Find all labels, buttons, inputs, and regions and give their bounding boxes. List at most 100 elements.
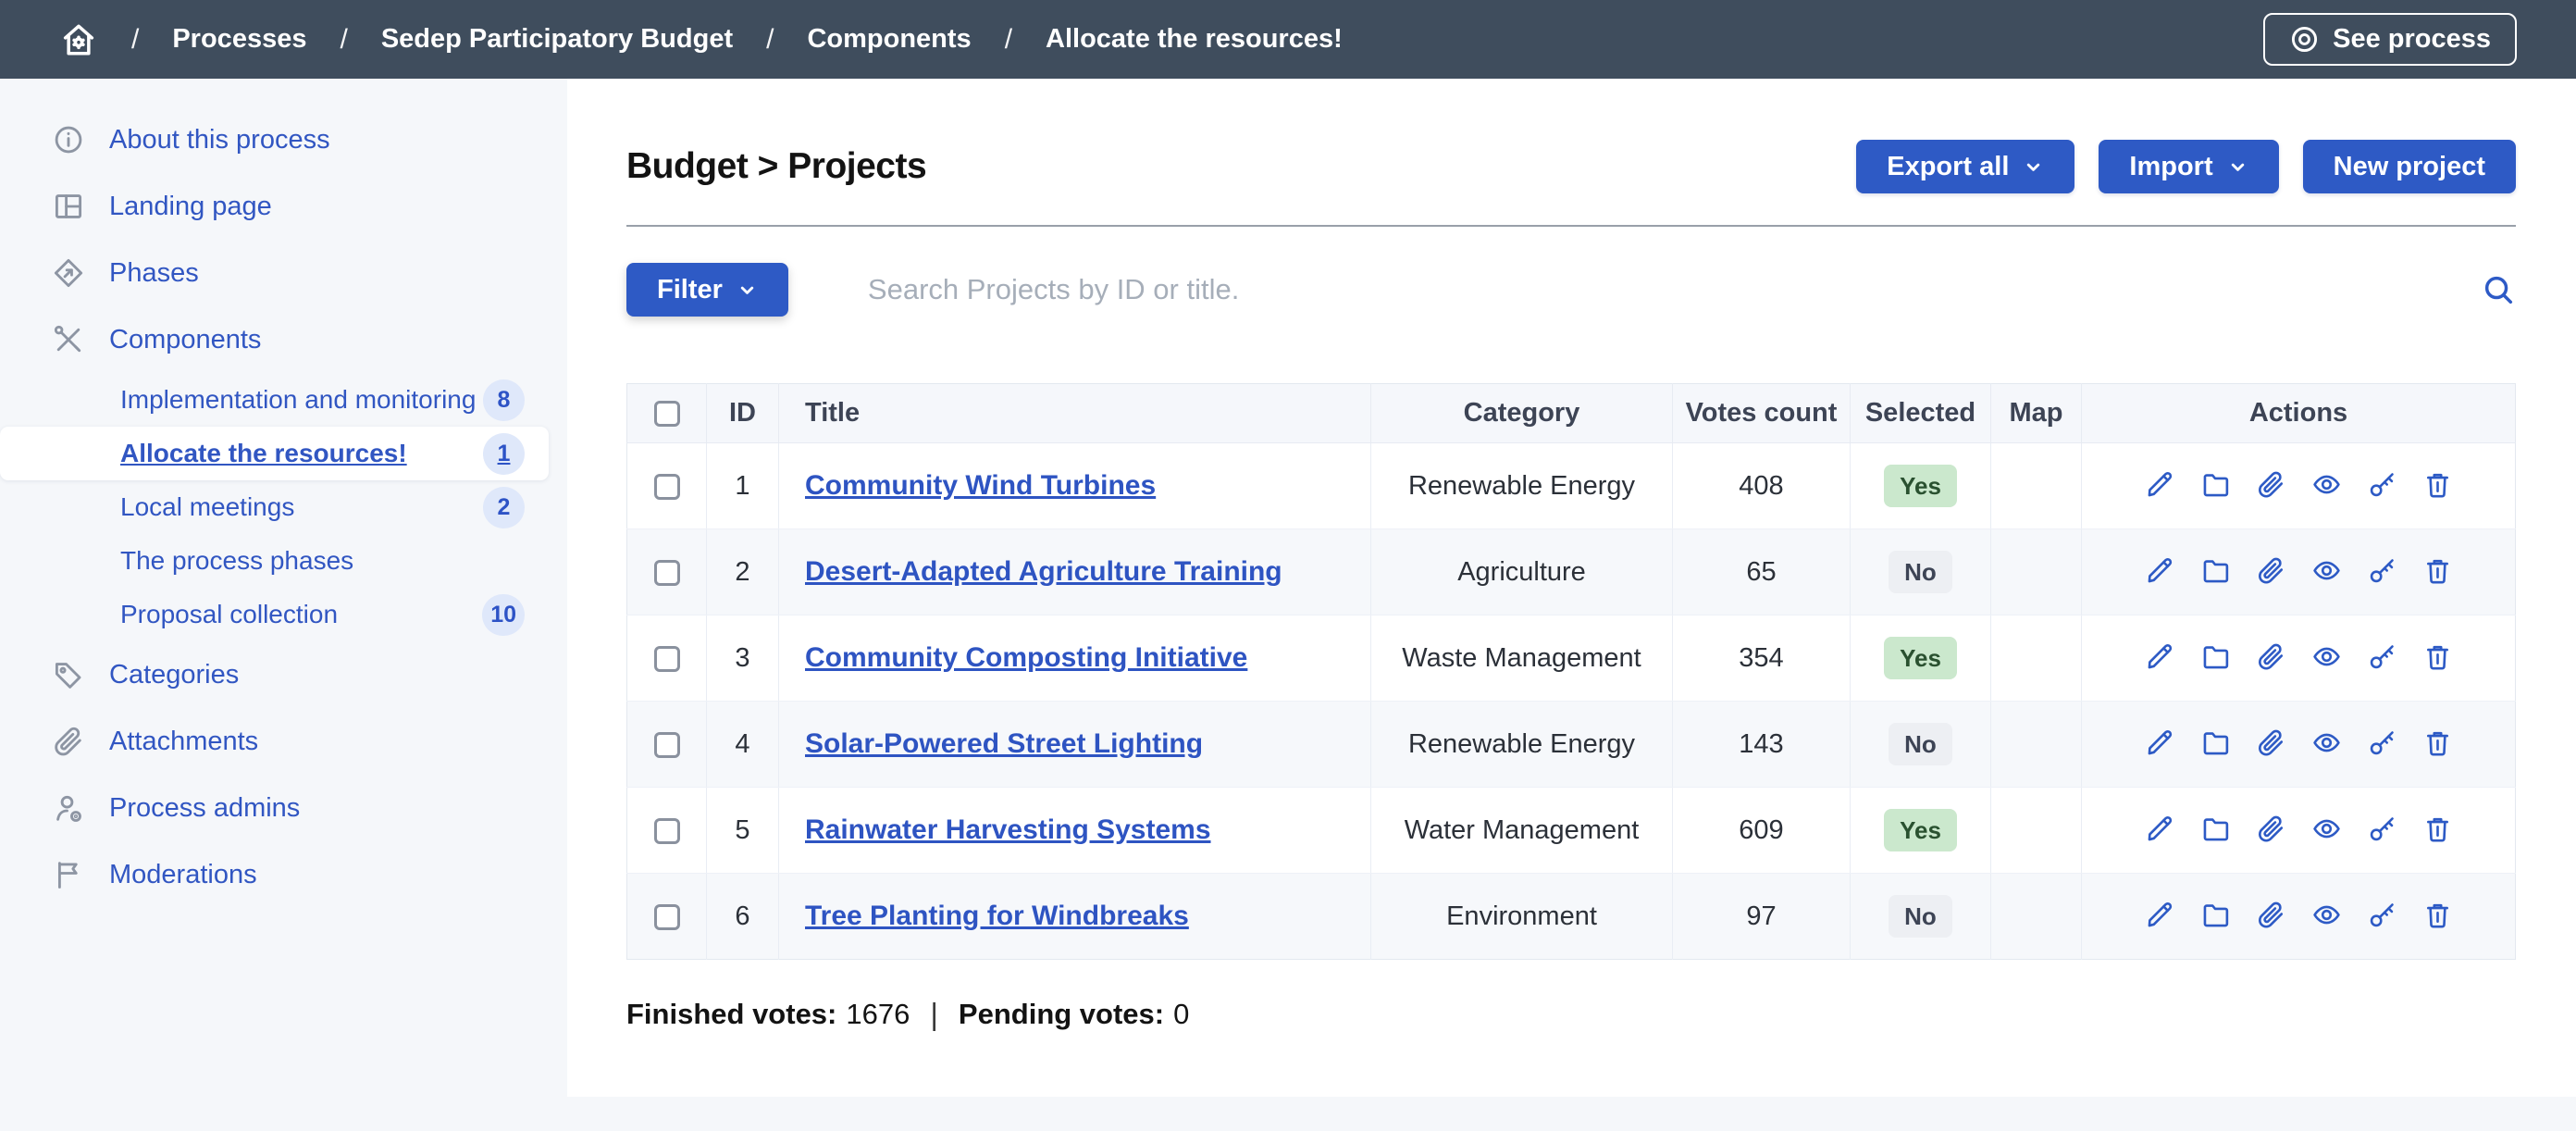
edit-button[interactable]: [2145, 900, 2175, 933]
key-icon: [2367, 469, 2397, 503]
permissions-button[interactable]: [2367, 469, 2397, 503]
breadcrumb-separator: /: [131, 23, 140, 55]
pencil-icon: [2145, 814, 2175, 847]
sidebar-item-label: Components: [109, 324, 262, 354]
manage-records-button[interactable]: [2200, 814, 2231, 847]
filter-row: Filter: [626, 263, 2516, 317]
sidebar-subitem-local-meetings[interactable]: Local meetings 2: [0, 480, 549, 534]
breadcrumb: / Processes / Sedep Participatory Budget / Co…: [59, 20, 1343, 59]
pencil-icon: [2145, 469, 2175, 503]
delete-button[interactable]: [2422, 900, 2453, 933]
folder-icon: [2200, 555, 2231, 589]
sidebar-subitem-label: Implementation and monitoring: [120, 385, 477, 414]
row-votes-count: 354: [1672, 615, 1851, 702]
preview-button[interactable]: [2311, 641, 2342, 675]
edit-button[interactable]: [2145, 641, 2175, 675]
row-title-cell: Rainwater Harvesting Systems: [778, 787, 1371, 874]
preview-button[interactable]: [2311, 727, 2342, 761]
sidebar-item-about-this-process[interactable]: About this process: [0, 106, 567, 173]
row-category: Renewable Energy: [1370, 442, 1673, 529]
preview-button[interactable]: [2311, 469, 2342, 503]
sidebar-item-label: Process admins: [109, 792, 301, 823]
home-icon[interactable]: [59, 20, 98, 59]
filter-button[interactable]: Filter: [626, 263, 788, 317]
see-process-button[interactable]: See process: [2263, 13, 2517, 66]
preview-button[interactable]: [2311, 555, 2342, 589]
attachments-button[interactable]: [2256, 641, 2286, 675]
folder-icon: [2200, 641, 2231, 675]
delete-button[interactable]: [2422, 641, 2453, 675]
delete-button[interactable]: [2422, 814, 2453, 847]
delete-button[interactable]: [2422, 469, 2453, 503]
row-checkbox[interactable]: [653, 559, 680, 586]
permissions-button[interactable]: [2367, 814, 2397, 847]
attachments-button[interactable]: [2256, 555, 2286, 589]
breadcrumb-item-components[interactable]: Components: [807, 24, 972, 54]
project-title-link[interactable]: Solar-Powered Street Lighting: [805, 728, 1204, 759]
sidebar-subitem-implementation-and-monitoring[interactable]: Implementation and monitoring 8: [0, 373, 549, 427]
export-all-button[interactable]: Export all: [1856, 140, 2075, 193]
new-project-button[interactable]: New project: [2302, 140, 2516, 193]
manage-records-button[interactable]: [2200, 727, 2231, 761]
manage-records-button[interactable]: [2200, 641, 2231, 675]
sidebar-item-moderations[interactable]: Moderations: [0, 841, 567, 908]
sidebar-item-phases[interactable]: Phases: [0, 240, 567, 306]
project-title-link[interactable]: Tree Planting for Windbreaks: [805, 901, 1189, 931]
search-icon[interactable]: [2481, 272, 2516, 307]
chevron-down-icon: [2227, 156, 2248, 178]
manage-records-button[interactable]: [2200, 469, 2231, 503]
row-votes-count: 609: [1672, 787, 1851, 874]
search-input[interactable]: [865, 272, 2481, 307]
project-title-link[interactable]: Desert-Adapted Agriculture Training: [805, 556, 1282, 587]
delete-button[interactable]: [2422, 555, 2453, 589]
select-all-checkbox[interactable]: [653, 401, 680, 428]
row-checkbox[interactable]: [653, 473, 680, 500]
manage-records-button[interactable]: [2200, 555, 2231, 589]
edit-button[interactable]: [2145, 469, 2175, 503]
sidebar-item-components[interactable]: Components: [0, 306, 567, 373]
permissions-button[interactable]: [2367, 900, 2397, 933]
edit-button[interactable]: [2145, 555, 2175, 589]
sidebar-subitem-proposal-collection[interactable]: Proposal collection 10: [0, 588, 549, 641]
breadcrumb-item-sedep-participatory-budget[interactable]: Sedep Participatory Budget: [380, 24, 734, 54]
row-actions-cell: [2081, 787, 2516, 874]
row-checkbox[interactable]: [653, 645, 680, 672]
breadcrumb-item-allocate-the-resources[interactable]: Allocate the resources!: [1046, 24, 1343, 54]
attachments-button[interactable]: [2256, 727, 2286, 761]
row-actions: [2083, 641, 2514, 675]
key-icon: [2367, 814, 2397, 847]
header-buttons: Export all Import New project: [1856, 140, 2516, 193]
project-title-link[interactable]: Rainwater Harvesting Systems: [805, 814, 1211, 845]
preview-button[interactable]: [2311, 814, 2342, 847]
sidebar-item-categories[interactable]: Categories: [0, 641, 567, 708]
edit-button[interactable]: [2145, 727, 2175, 761]
table-row: 2 Desert-Adapted Agriculture Training Agri…: [626, 528, 2516, 615]
row-checkbox[interactable]: [653, 731, 680, 758]
import-button[interactable]: Import: [2099, 140, 2279, 193]
project-title-link[interactable]: Community Wind Turbines: [805, 470, 1157, 501]
row-checkbox[interactable]: [653, 903, 680, 930]
manage-records-button[interactable]: [2200, 900, 2231, 933]
permissions-button[interactable]: [2367, 641, 2397, 675]
key-icon: [2367, 900, 2397, 933]
delete-button[interactable]: [2422, 727, 2453, 761]
preview-button[interactable]: [2311, 900, 2342, 933]
breadcrumb-item-processes[interactable]: Processes: [172, 24, 307, 54]
sidebar-item-process-admins[interactable]: Process admins: [0, 775, 567, 841]
votes-summary: Finished votes: 1676 | Pending votes: 0: [626, 997, 2516, 1032]
sidebar-item-attachments[interactable]: Attachments: [0, 708, 567, 775]
edit-button[interactable]: [2145, 814, 2175, 847]
attachments-button[interactable]: [2256, 900, 2286, 933]
sidebar-item-label: About this process: [109, 124, 330, 155]
sidebar-item-landing-page[interactable]: Landing page: [0, 173, 567, 240]
project-title-link[interactable]: Community Composting Initiative: [805, 642, 1248, 673]
row-checkbox[interactable]: [653, 817, 680, 844]
sidebar-subitem-the-process-phases[interactable]: The process phases: [0, 534, 549, 588]
permissions-button[interactable]: [2367, 555, 2397, 589]
attachments-button[interactable]: [2256, 814, 2286, 847]
permissions-button[interactable]: [2367, 727, 2397, 761]
attachments-button[interactable]: [2256, 469, 2286, 503]
sidebar-subitem-allocate-the-resources[interactable]: Allocate the resources! 1: [0, 427, 549, 480]
main-content: Budget > Projects Export all Import New …: [567, 79, 2576, 1097]
paperclip-icon: [2256, 641, 2286, 675]
